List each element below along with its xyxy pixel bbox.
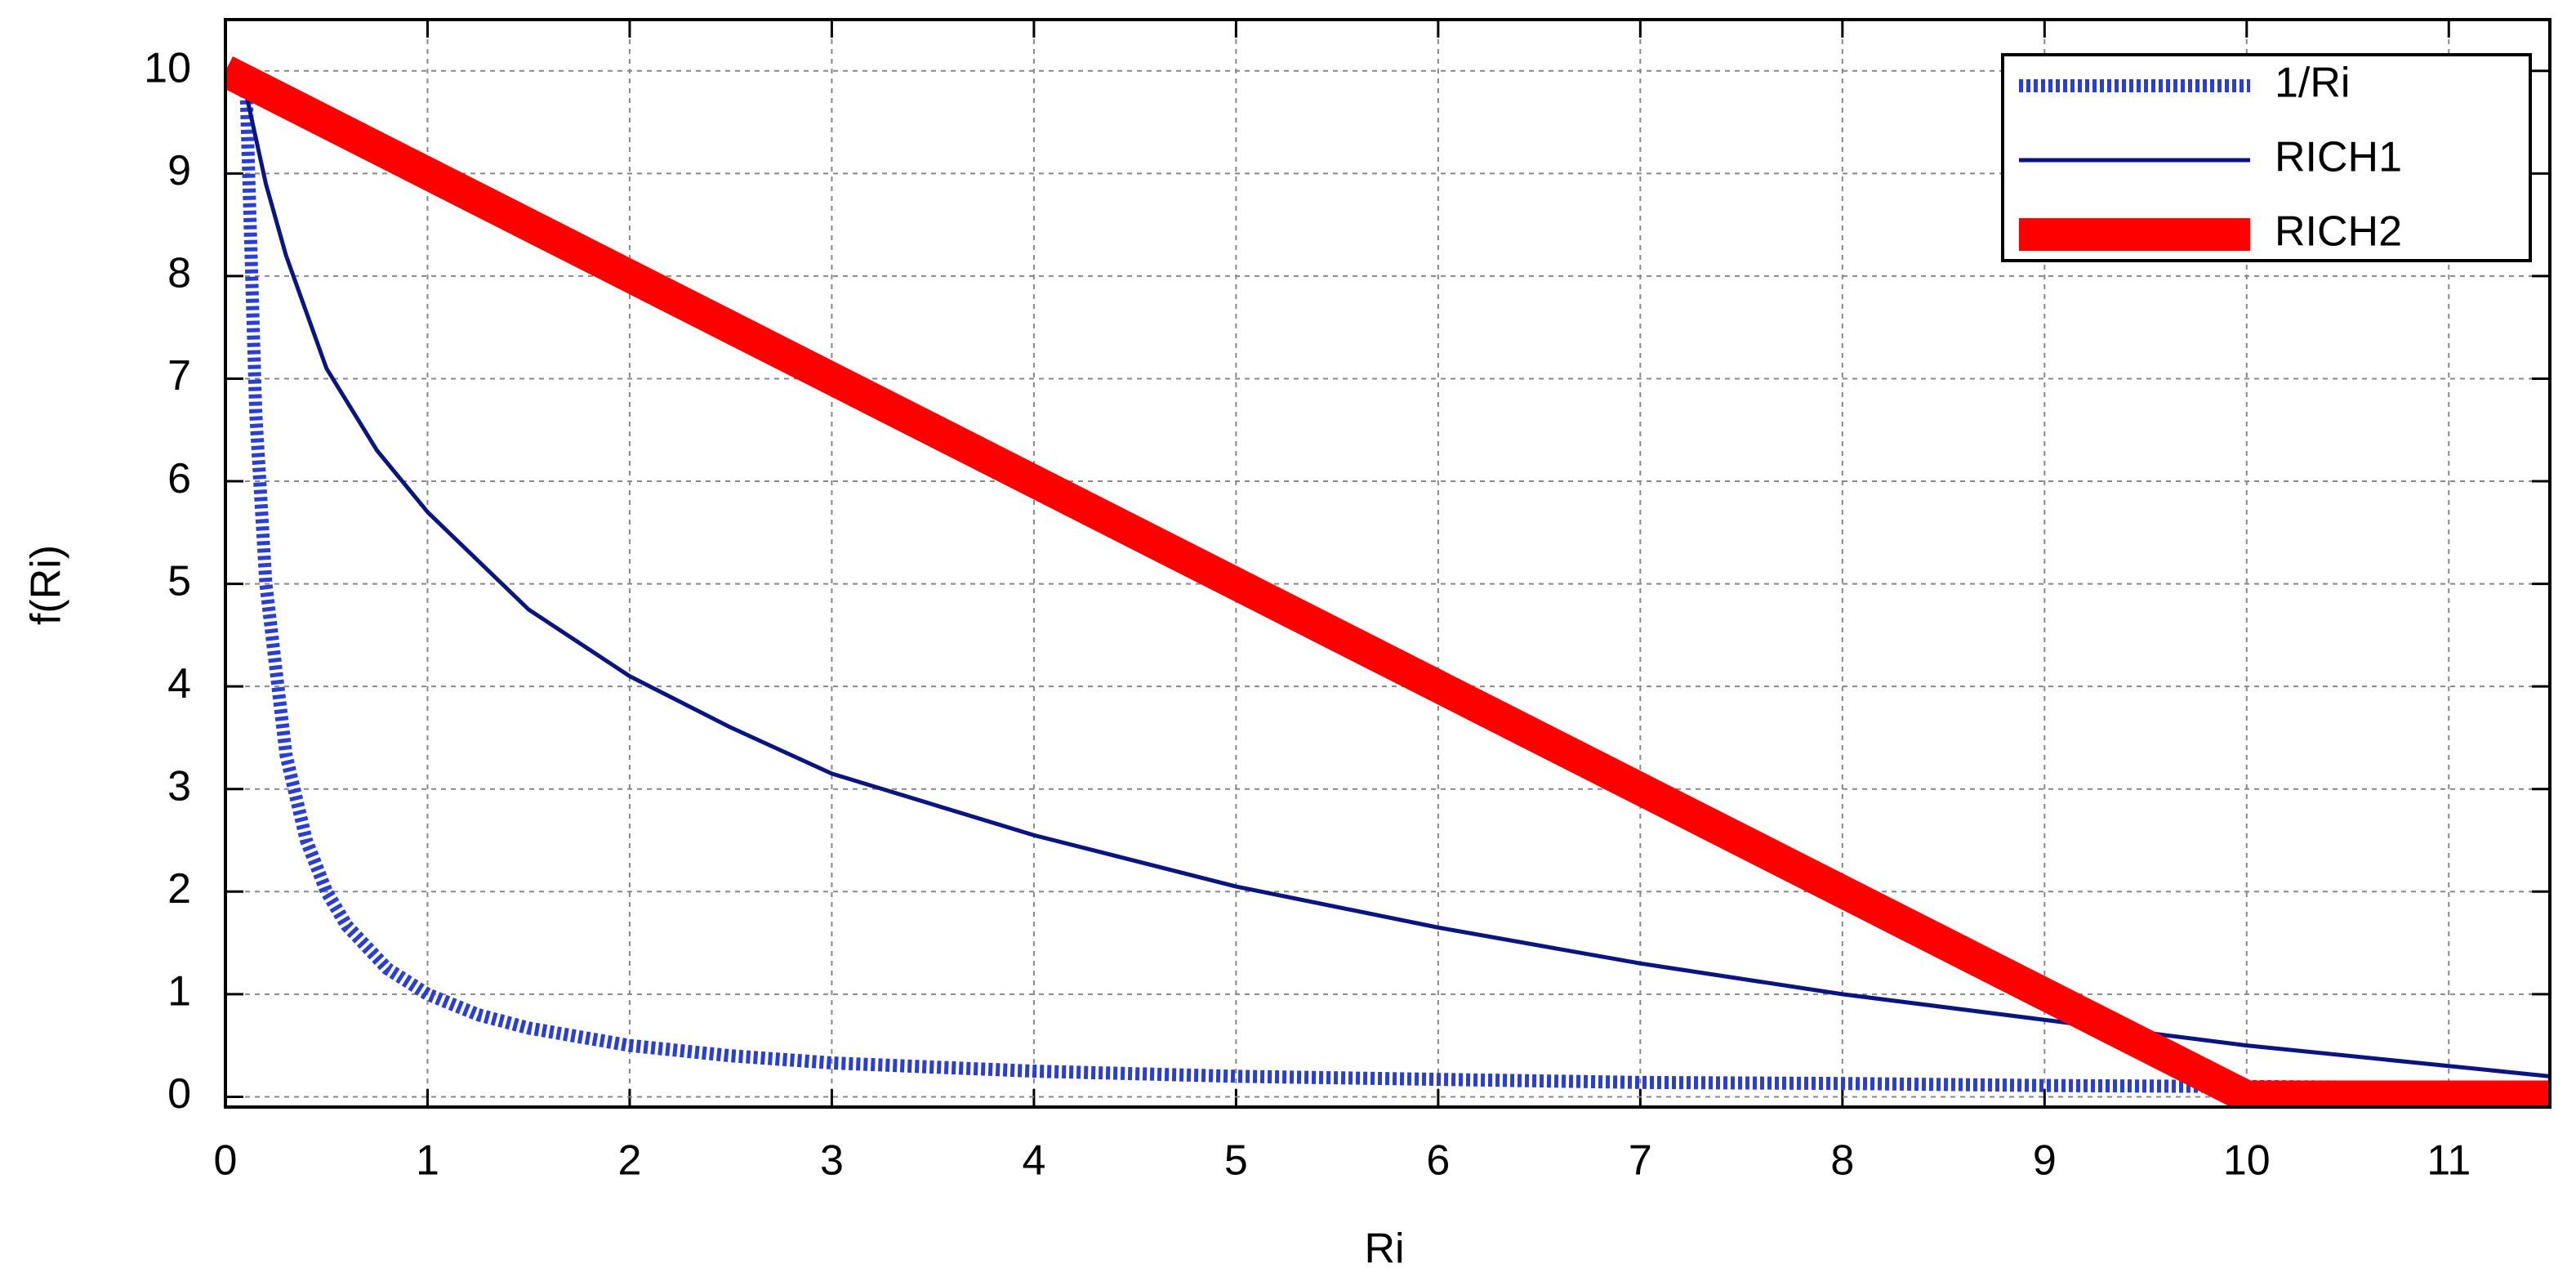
series-line (225, 69, 2550, 1078)
y-tick-label: 6 (167, 455, 191, 502)
y-tick-label: 10 (144, 45, 191, 92)
x-tick-label: 3 (820, 1137, 844, 1185)
y-tick-label: 7 (167, 352, 191, 400)
x-tick-label: 10 (2223, 1137, 2271, 1185)
legend-label: RICH1 (2275, 134, 2402, 181)
y-tick-label: 8 (167, 250, 191, 297)
x-tick-label: 0 (214, 1137, 238, 1185)
x-tick-label: 9 (2033, 1137, 2057, 1185)
legend-label: 1/Ri (2275, 60, 2350, 107)
y-tick-label: 4 (167, 660, 191, 708)
x-tick-label: 6 (1426, 1137, 1450, 1185)
x-tick-label: 2 (617, 1137, 641, 1185)
legend-label: RICH2 (2275, 208, 2402, 256)
plot-frame (224, 18, 2551, 1109)
y-tick-label: 9 (167, 147, 191, 194)
x-tick-label: 7 (1629, 1137, 1652, 1185)
x-tick-label: 8 (1830, 1137, 1854, 1185)
x-tick-label: 4 (1022, 1137, 1045, 1185)
y-tick-label: 5 (167, 557, 191, 605)
y-tick-label: 1 (167, 968, 191, 1016)
x-tick-label: 11 (2427, 1137, 2471, 1185)
y-axis-title: f(Ri) (23, 545, 70, 625)
series-line (238, 70, 2550, 1095)
legend: 1/Ri RICH1 RICH2 (2001, 53, 2532, 262)
x-axis-title: Ri (1364, 1226, 1404, 1273)
y-tick-label: 0 (167, 1070, 191, 1118)
x-tick-label: 1 (416, 1137, 439, 1185)
series-line (225, 56, 2550, 1107)
x-tick-label: 5 (1224, 1137, 1248, 1185)
y-tick-label: 2 (167, 865, 191, 913)
y-tick-label: 3 (167, 762, 191, 810)
